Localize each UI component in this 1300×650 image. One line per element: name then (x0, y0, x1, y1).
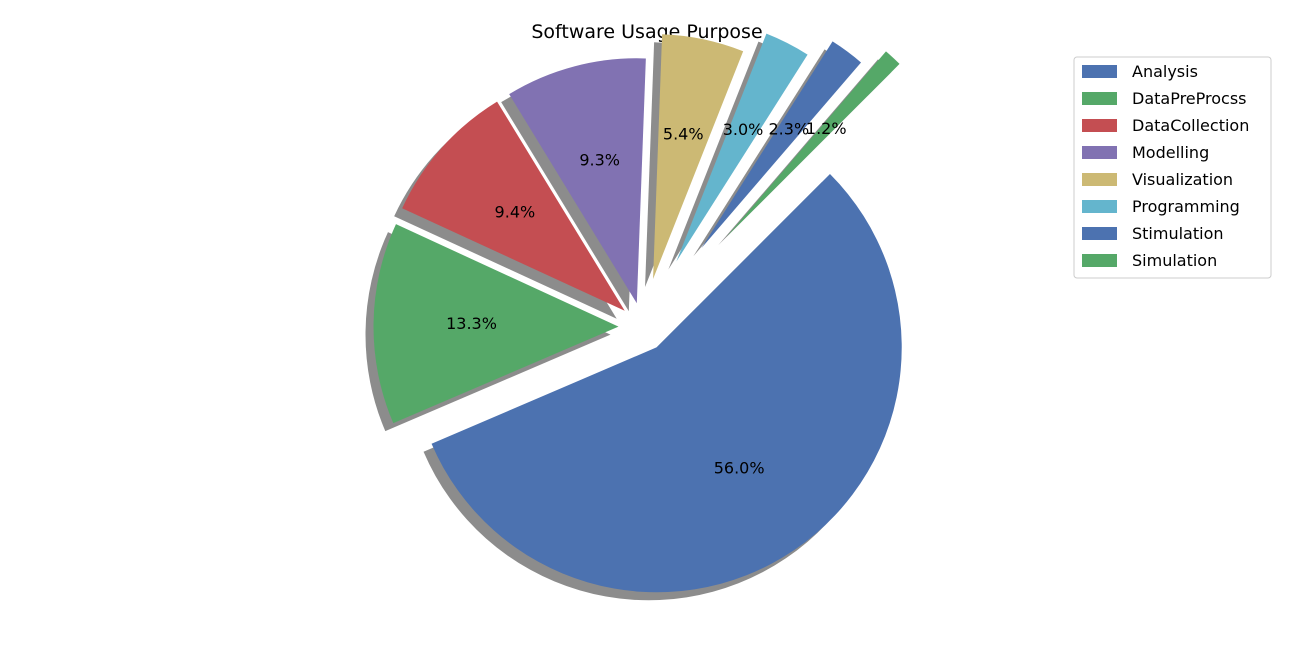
legend-swatch-modelling (1082, 146, 1117, 159)
legend-label-datacollection: DataCollection (1132, 116, 1249, 135)
percent-label-analysis: 56.0% (714, 459, 765, 478)
percent-label-datapreprocss: 13.3% (446, 314, 497, 333)
chart-title: Software Usage Purpose (531, 21, 762, 43)
slice-visualization (653, 34, 744, 280)
legend-swatch-stimulation (1082, 227, 1117, 240)
slice-programming (676, 33, 808, 262)
legend-label-visualization: Visualization (1132, 170, 1233, 189)
legend-label-modelling: Modelling (1132, 143, 1209, 162)
legend-label-simulation: Simulation (1132, 251, 1217, 270)
percent-label-datacollection: 9.4% (495, 202, 536, 221)
legend-label-datapreprocss: DataPreProcss (1132, 89, 1247, 108)
legend-items: Analysis DataPreProcss DataCollection Model… (1082, 62, 1249, 270)
legend-label-programming: Programming (1132, 197, 1240, 216)
percent-label-modelling: 9.3% (579, 151, 620, 170)
slice-stimulation (701, 41, 862, 249)
legend-label-stimulation: Stimulation (1132, 224, 1224, 243)
pie-slices (373, 33, 902, 593)
slice-modelling (509, 58, 646, 304)
legend-label-analysis: Analysis (1132, 62, 1198, 81)
percent-label-stimulation: 2.3% (769, 120, 810, 139)
legend-frame (1073, 56, 1272, 279)
legend-swatch-programming (1082, 200, 1117, 213)
legend-swatch-simulation (1082, 254, 1117, 267)
slice-analysis (431, 174, 902, 593)
slice-datacollection (402, 101, 625, 311)
slice-datapreprocss (373, 224, 619, 424)
percent-label-simulation: 1.2% (806, 119, 847, 138)
legend: Analysis DataPreProcss DataCollection Model… (1073, 56, 1272, 279)
legend-swatch-visualization (1082, 173, 1117, 186)
percent-label-visualization: 5.4% (663, 125, 704, 144)
percent-label-programming: 3.0% (723, 120, 764, 139)
legend-swatch-analysis (1082, 65, 1117, 78)
legend-swatch-datacollection (1082, 119, 1117, 132)
legend-swatch-datapreprocss (1082, 92, 1117, 105)
percent-labels: 56.0% 13.3% 9.4% 9.3% 5.4% 3.0% 2.3%1.2% (446, 119, 846, 478)
slice-simulation (726, 51, 900, 238)
